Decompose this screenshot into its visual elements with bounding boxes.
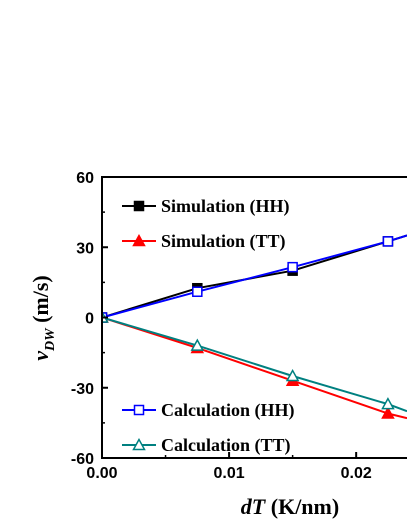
legend-marker bbox=[133, 404, 145, 416]
data-point bbox=[381, 397, 395, 410]
legend-marker bbox=[132, 437, 146, 451]
legend-label: Calculation (TT) bbox=[161, 435, 291, 456]
data-point bbox=[190, 338, 205, 351]
y-axis-label-symbol: v bbox=[28, 351, 53, 361]
data-point bbox=[192, 286, 203, 297]
y-tick-label: -60 bbox=[71, 451, 94, 468]
x-tick-label: 0.02 bbox=[341, 465, 372, 482]
series-layer bbox=[102, 234, 407, 420]
legend-item: Simulation (HH) bbox=[122, 196, 290, 217]
legend-item: Simulation (TT) bbox=[122, 231, 286, 252]
ticks-layer: -60 -30 0 30 60 0.00 0.01 0.02 bbox=[71, 170, 372, 482]
x-axis-label: dT (K/nm) bbox=[241, 494, 339, 519]
legend-item: Calculation (HH) bbox=[122, 400, 295, 421]
x-tick-label: 0.01 bbox=[214, 465, 245, 482]
x-tick-label: 0.00 bbox=[86, 465, 117, 482]
legend-marker bbox=[133, 200, 145, 212]
y-axis-label-unit: (m/s) bbox=[28, 275, 53, 328]
series-4 bbox=[102, 310, 407, 413]
y-tick-label: 30 bbox=[76, 240, 94, 257]
y-tick-label: 0 bbox=[85, 311, 94, 328]
data-point bbox=[381, 406, 395, 419]
legend-marker bbox=[132, 233, 146, 247]
legend-item: Calculation (TT) bbox=[122, 435, 291, 456]
y-tick-label: 60 bbox=[76, 170, 94, 187]
y-tick-label: -30 bbox=[71, 381, 94, 398]
legend-label: Simulation (HH) bbox=[161, 196, 290, 217]
x-axis-label-unit: (K/nm) bbox=[265, 494, 339, 519]
data-point bbox=[285, 368, 300, 382]
x-axis-label-symbol: dT bbox=[241, 494, 267, 519]
series-line bbox=[102, 316, 407, 413]
y-axis-label-subscript: DW bbox=[43, 327, 58, 352]
legend-label: Simulation (TT) bbox=[161, 231, 286, 252]
data-point bbox=[287, 261, 298, 273]
data-point bbox=[382, 236, 394, 247]
legend: Simulation (HH) Simulation (TT) Calculatio… bbox=[122, 196, 295, 456]
y-axis-label: vDW (m/s) bbox=[28, 275, 58, 360]
legend-label: Calculation (HH) bbox=[161, 400, 295, 421]
